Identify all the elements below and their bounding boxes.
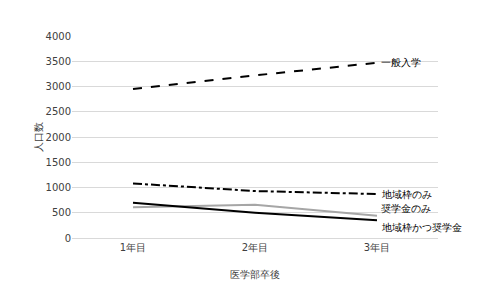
svg-text:2000: 2000 — [46, 132, 71, 143]
svg-text:2年目: 2年目 — [242, 242, 268, 253]
svg-text:2500: 2500 — [46, 106, 71, 117]
svg-text:1500: 1500 — [46, 157, 71, 168]
svg-text:一般入学: 一般入学 — [381, 57, 421, 68]
svg-text:1000: 1000 — [46, 182, 71, 193]
svg-text:500: 500 — [52, 207, 71, 218]
svg-text:人口数: 人口数 — [33, 122, 44, 152]
svg-text:0: 0 — [65, 233, 71, 244]
svg-text:地域枠かつ奨学金: 地域枠かつ奨学金 — [381, 222, 462, 233]
svg-text:奨学金のみ: 奨学金のみ — [381, 203, 431, 214]
svg-text:1年目: 1年目 — [120, 242, 146, 253]
svg-text:3500: 3500 — [46, 56, 71, 67]
svg-text:医学部卒後: 医学部卒後 — [230, 269, 280, 280]
svg-text:地域枠のみ: 地域枠のみ — [381, 189, 432, 200]
svg-text:3000: 3000 — [46, 81, 71, 92]
svg-text:4000: 4000 — [46, 31, 71, 42]
svg-text:3年目: 3年目 — [364, 242, 390, 253]
